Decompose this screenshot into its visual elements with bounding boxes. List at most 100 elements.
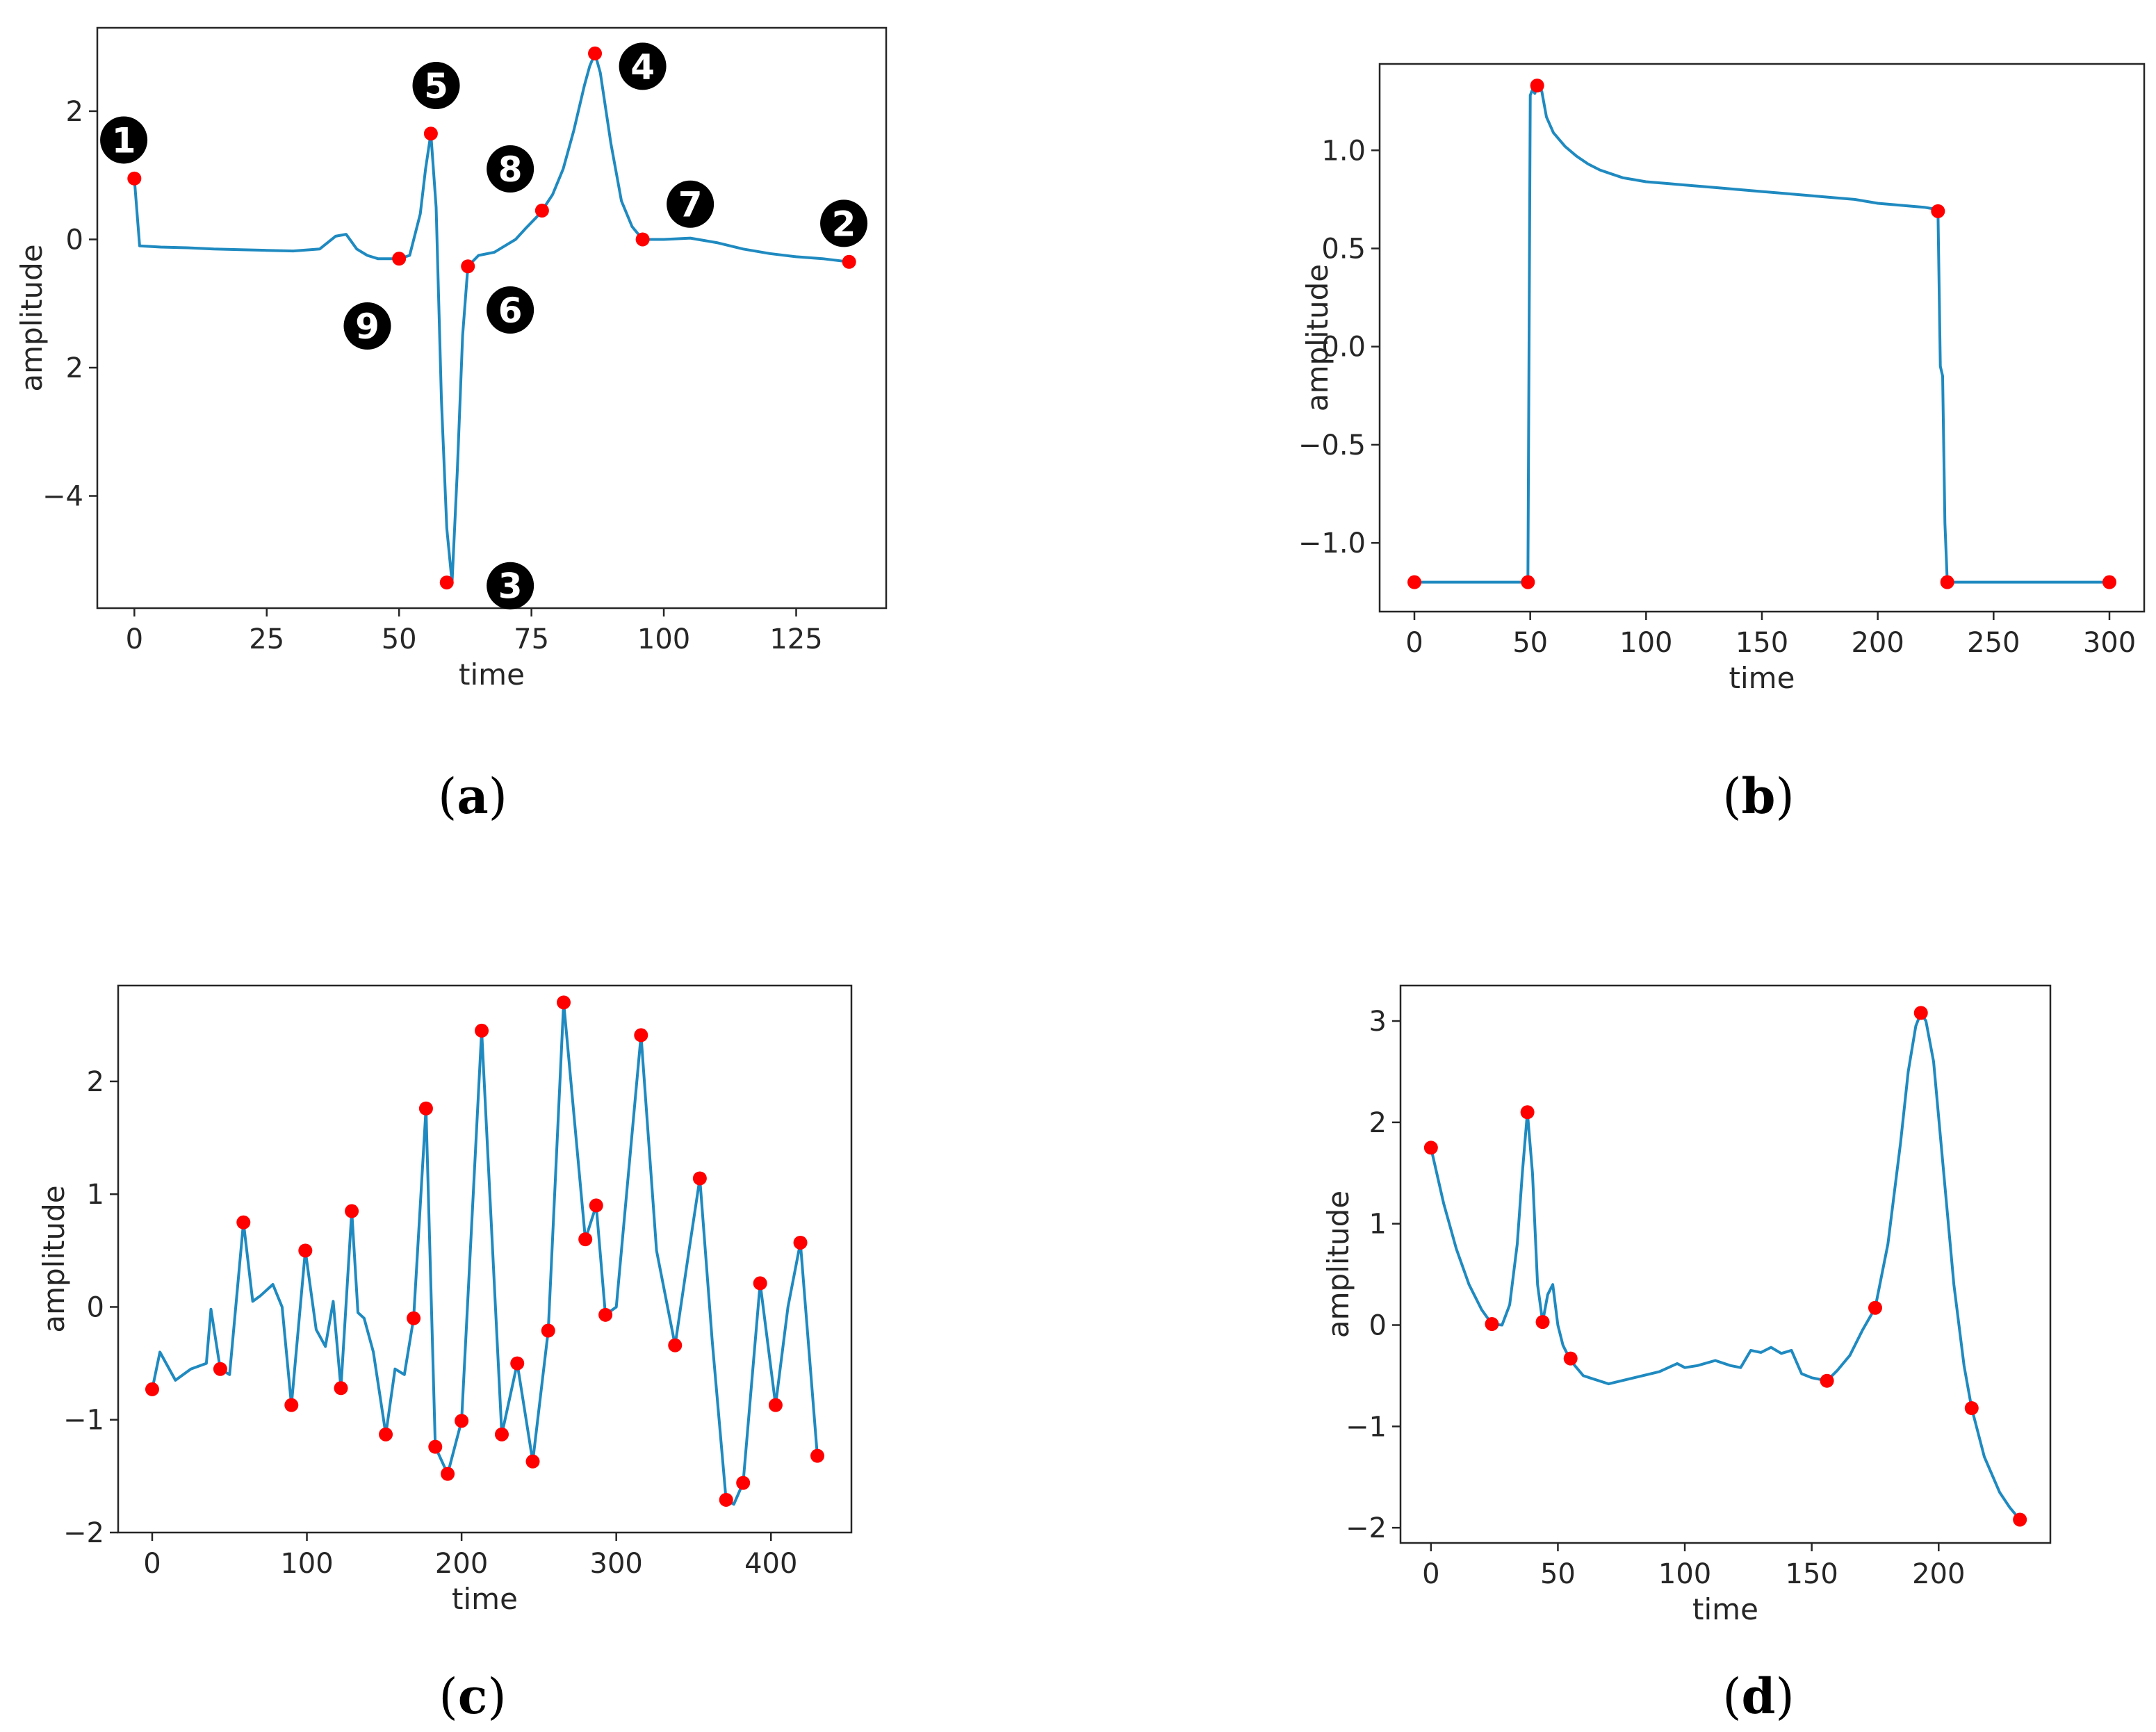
x-axis-label: time [459,657,525,692]
caption-close: ) [1775,768,1794,825]
panel-caption: (b) [1722,767,1795,825]
y-axis-label: amplitude [15,244,49,391]
x-tick-label: 200 [1851,627,1904,659]
y-tick-label: −4 [42,481,83,513]
caption-letter: b [1742,767,1776,825]
y-tick-label: −1 [63,1405,104,1437]
x-tick-label: 125 [769,623,822,655]
caption-close: ) [487,1668,506,1725]
data-point-marker [635,232,650,247]
caption-open: ( [1722,768,1741,825]
data-point-marker [439,575,454,590]
x-tick-label: 100 [280,1548,333,1580]
data-point-marker [1964,1401,1979,1416]
caption-letter: c [458,1667,488,1725]
y-axis-label: amplitude [37,1185,71,1332]
data-point-marker [1820,1373,1834,1388]
y-tick-label: −0.5 [1298,430,1366,461]
data-point-marker [1520,1105,1535,1120]
annotation-label: 6 [498,291,523,331]
annotation-badge [667,180,714,228]
annotation-label: 5 [424,66,448,106]
data-point-marker [461,259,475,274]
y-tick-label: 0 [87,1291,104,1323]
x-tick-label: 150 [1786,1558,1838,1590]
data-point-marker [455,1414,469,1428]
data-point-marker [810,1448,825,1463]
x-tick-label: 150 [1736,627,1788,659]
data-point-marker [127,171,142,186]
data-point-marker [768,1398,783,1412]
data-point-marker [428,1439,443,1454]
y-tick-label: −1 [1346,1411,1387,1443]
plot-frame [1378,63,2146,613]
x-tick-label: 100 [1619,627,1672,659]
x-axis-label: time [452,1582,518,1616]
data-point-marker [407,1311,421,1325]
x-tick-label: 0 [1422,1558,1439,1590]
x-tick-label: 0 [126,623,143,655]
data-point-marker [392,252,407,266]
annotation-label: 4 [630,47,655,87]
x-tick-label: 50 [382,623,417,655]
x-tick-label: 75 [514,623,549,655]
data-point-marker [668,1338,683,1353]
y-tick-label: 2 [66,96,83,128]
x-tick-label: 100 [637,623,690,655]
data-point-marker [793,1235,808,1250]
annotation-badge [487,286,534,334]
caption-open: ( [438,768,457,825]
data-point-marker [634,1028,648,1043]
data-point-marker [1940,575,1954,589]
annotation-badge [487,145,534,193]
data-point-marker [1563,1351,1578,1366]
y-tick-label: 0 [1369,1309,1387,1341]
data-point-marker [534,203,549,218]
y-tick-label: 1.0 [1321,135,1366,167]
plot-frame [96,26,888,610]
data-point-marker [494,1427,509,1441]
x-tick-label: 0 [1405,627,1423,659]
x-tick-label: 300 [590,1548,643,1580]
chart-panel-b: 0 50 100 150 200 250 300 −1.0 −0.5 0.0 0.5 1.0 time a… [1298,63,2146,825]
data-point-marker [736,1476,751,1490]
annotation-badge [487,562,534,610]
chart-panel-c: 0 100 200 300 400 −2 −1 0 1 2 time amplitude (c) [37,984,853,1725]
y-axis-label: amplitude [1321,1191,1355,1338]
y-tick-label: 1 [87,1179,104,1211]
caption-letter: a [457,767,488,825]
data-point-marker [284,1398,299,1412]
annotation-badge [100,116,148,164]
y-axis-label: amplitude [1300,264,1334,411]
series-line [151,1001,819,1506]
data-point-marker [1535,1315,1550,1330]
y-tick-label: 3 [1369,1006,1387,1038]
data-point-marker [1407,575,1421,589]
data-point-marker [1868,1300,1882,1315]
x-tick-label: 400 [744,1548,797,1580]
data-point-marker [345,1204,359,1218]
data-point-marker [541,1323,555,1338]
data-point-marker [510,1356,525,1371]
caption-close: ) [1775,1668,1794,1725]
annotation-badge [619,42,667,90]
data-point-marker [557,995,571,1010]
annotation-label: 9 [355,307,379,347]
annotation-label: 8 [498,149,523,190]
y-tick-label: 1 [1369,1209,1387,1241]
annotation-label: 2 [832,204,856,244]
series-line [1429,1011,2022,1521]
data-point-marker [525,1454,540,1469]
plot-frame [1399,984,2052,1544]
data-point-marker [719,1492,733,1507]
y-tick-label: 2 [87,1066,104,1098]
annotation-badge [343,302,391,350]
x-tick-label: 25 [249,623,284,655]
y-tick-label: −2 [63,1517,104,1549]
x-tick-label: 200 [1912,1558,1965,1590]
y-tick-label: −1.0 [1298,528,1366,559]
x-tick-label: 300 [2083,627,2136,659]
plot-frame [117,984,853,1534]
caption-open: ( [439,1668,457,1725]
data-point-marker [2013,1512,2027,1527]
